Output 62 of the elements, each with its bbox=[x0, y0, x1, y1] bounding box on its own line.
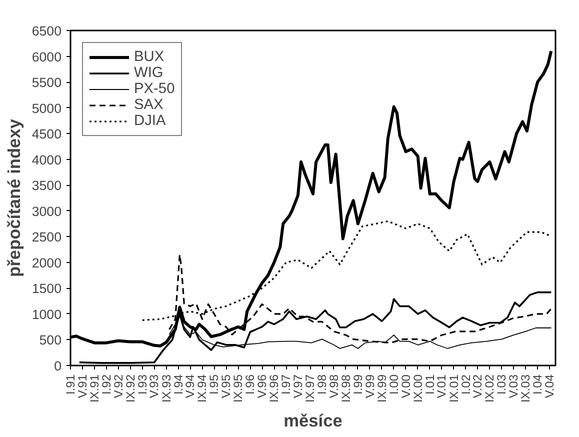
x-tick-label: IX.92 bbox=[123, 374, 138, 403]
x-tick-label: IX.95 bbox=[231, 374, 246, 403]
x-tick-label: I.92 bbox=[99, 374, 114, 395]
x-tick-label: I.96 bbox=[243, 374, 258, 395]
y-tick-label: 3500 bbox=[32, 178, 62, 194]
x-tick-label: V.95 bbox=[219, 374, 234, 398]
x-tick-label: V.97 bbox=[290, 374, 305, 398]
x-tick-label: I.91 bbox=[64, 374, 78, 395]
x-tick-label: IX.02 bbox=[482, 374, 497, 403]
x-tick-label: V.93 bbox=[147, 374, 162, 398]
x-tick-label: I.03 bbox=[494, 374, 509, 395]
y-tick-label: 2500 bbox=[32, 230, 62, 245]
legend-label: SAX bbox=[134, 97, 164, 113]
x-tick-label: IX.98 bbox=[338, 374, 353, 403]
y-tick-label: 3000 bbox=[32, 204, 62, 219]
x-tick-label: V.96 bbox=[255, 374, 270, 398]
x-tick-label: V.98 bbox=[326, 374, 341, 398]
y-tick-label: 5000 bbox=[32, 100, 62, 116]
x-axis-title: měsíce bbox=[284, 410, 343, 431]
x-tick-label: I.95 bbox=[207, 374, 222, 395]
x-tick-label: I.01 bbox=[422, 374, 437, 395]
x-tick-label: I.93 bbox=[135, 374, 150, 395]
legend-label: PX-50 bbox=[134, 81, 175, 97]
y-tick-label: 5500 bbox=[32, 75, 62, 90]
x-tick-label: IX.91 bbox=[87, 374, 102, 403]
x-tick-label: IX.97 bbox=[303, 374, 318, 403]
x-tick-label: IX.99 bbox=[374, 374, 389, 403]
y-tick-label: 500 bbox=[39, 332, 62, 348]
y-tick-label: 6000 bbox=[32, 49, 62, 64]
y-tick-label: 0 bbox=[54, 358, 62, 374]
x-tick-label: V.04 bbox=[542, 374, 556, 398]
x-tick-label: IX.94 bbox=[195, 374, 210, 403]
y-tick-label: 4000 bbox=[32, 152, 62, 168]
x-tick-label: IX.01 bbox=[446, 374, 461, 403]
legend-label: WIG bbox=[134, 65, 164, 81]
x-tick-label: V.00 bbox=[398, 374, 413, 398]
x-tick-label: V.01 bbox=[434, 374, 449, 398]
x-tick-label: IX.96 bbox=[267, 374, 282, 403]
legend-label: BUX bbox=[134, 49, 164, 65]
x-tick-label: I.02 bbox=[458, 374, 473, 395]
y-tick-label: 2000 bbox=[32, 255, 62, 270]
x-tick-label: V.03 bbox=[506, 374, 520, 398]
x-tick-label: I.04 bbox=[530, 374, 545, 395]
y-axis-title: přepočítané indexy bbox=[4, 118, 24, 277]
y-tick-label: 1000 bbox=[32, 306, 62, 322]
x-tick-label: I.98 bbox=[315, 374, 330, 395]
x-tick-label: V.91 bbox=[75, 374, 90, 398]
y-tick-label: 4500 bbox=[32, 126, 62, 142]
x-tick-label: I.99 bbox=[350, 374, 365, 395]
x-tick-label: IX.03 bbox=[518, 374, 533, 403]
y-tick-label: 6500 bbox=[32, 24, 62, 38]
x-tick-label: I.97 bbox=[279, 374, 294, 395]
y-tick-label: 1500 bbox=[32, 281, 62, 296]
x-tick-label: IX.00 bbox=[410, 374, 425, 403]
x-tick-label: I.00 bbox=[386, 374, 401, 395]
x-tick-label: IX.93 bbox=[159, 374, 174, 403]
legend-label: DJIA bbox=[134, 113, 166, 129]
x-tick-label: V.94 bbox=[183, 374, 198, 398]
x-tick-label: V.02 bbox=[470, 374, 485, 398]
x-tick-label: V.99 bbox=[362, 374, 377, 398]
x-tick-label: V.92 bbox=[111, 374, 126, 398]
x-tick-label: I.94 bbox=[171, 374, 186, 395]
